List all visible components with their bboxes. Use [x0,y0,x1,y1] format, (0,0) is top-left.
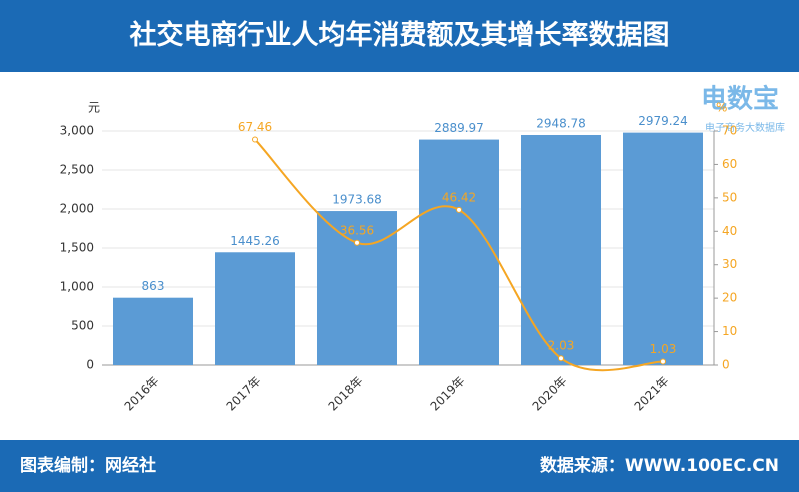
title: 社交电商行业人均年消费额及其增长率数据图 [129,20,670,51]
bar [317,211,397,365]
y-tick-label: 2,500 [60,163,94,177]
y-tick-label: 3,000 [60,124,94,138]
logo-subtitle: 电子商务大数据库 [705,121,785,134]
header: 社交电商行业人均年消费额及其增长率数据图 [0,0,799,72]
y-tick-label: 0 [86,358,94,372]
y2-tick-label: 30 [722,257,737,271]
x-tick-label: 2018年 [326,374,366,414]
line-point [456,206,462,213]
y2-axis-unit: % [716,101,727,115]
bar [623,132,703,365]
bar-value-label: 863 [142,279,165,293]
x-tick-label: 2020年 [530,374,570,414]
line-point [660,358,666,365]
bar-value-label: 2889.97 [434,121,484,135]
x-tick-label: 2021年 [632,374,672,414]
y-tick-label: 1,000 [60,280,94,294]
x-tick-label: 2016年 [122,374,162,414]
line-value-label: 2.03 [548,339,575,353]
bar [419,139,499,365]
line-value-label: 36.56 [340,223,374,237]
bar [521,134,601,365]
chart: 电数宝 电子商务大数据库 05001,0001,5002,0002,5003,0… [60,84,785,414]
y2-tick-label: 0 [722,358,730,372]
y2-tick-label: 20 [722,291,737,305]
bar-value-label: 2948.78 [536,116,586,130]
x-tick-label: 2019年 [428,374,468,414]
footer-left: 图表编制：网经社 [20,456,156,476]
line-value-label: 1.03 [650,342,677,356]
y2-tick-label: 60 [722,157,737,171]
line-value-label: 46.42 [442,190,476,204]
bar-value-label: 2979.24 [638,114,688,128]
y2-tick-label: 50 [722,190,737,204]
y2-tick-label: 40 [722,224,737,238]
y2-tick-label: 10 [722,324,737,338]
line-point [354,239,360,246]
line-value-label: 67.46 [238,120,272,134]
logo-name: 电数宝 [701,84,779,115]
y-tick-label: 2,000 [60,202,94,216]
y-axis-unit: 元 [88,101,100,115]
bar-value-label: 1445.26 [230,234,280,248]
line-point [252,136,258,143]
y-tick-label: 1,500 [60,241,94,255]
bar-value-label: 1973.68 [332,193,382,207]
line-point [558,355,564,362]
y2-tick-label: 70 [722,124,737,138]
y-tick-label: 500 [71,319,94,333]
footer: 图表编制：网经社 数据来源：WWW.100EC.CN [0,440,799,492]
x-tick-label: 2017年 [224,374,264,414]
footer-right: 数据来源：WWW.100EC.CN [539,456,779,476]
bar [215,252,295,365]
bar [113,297,193,365]
